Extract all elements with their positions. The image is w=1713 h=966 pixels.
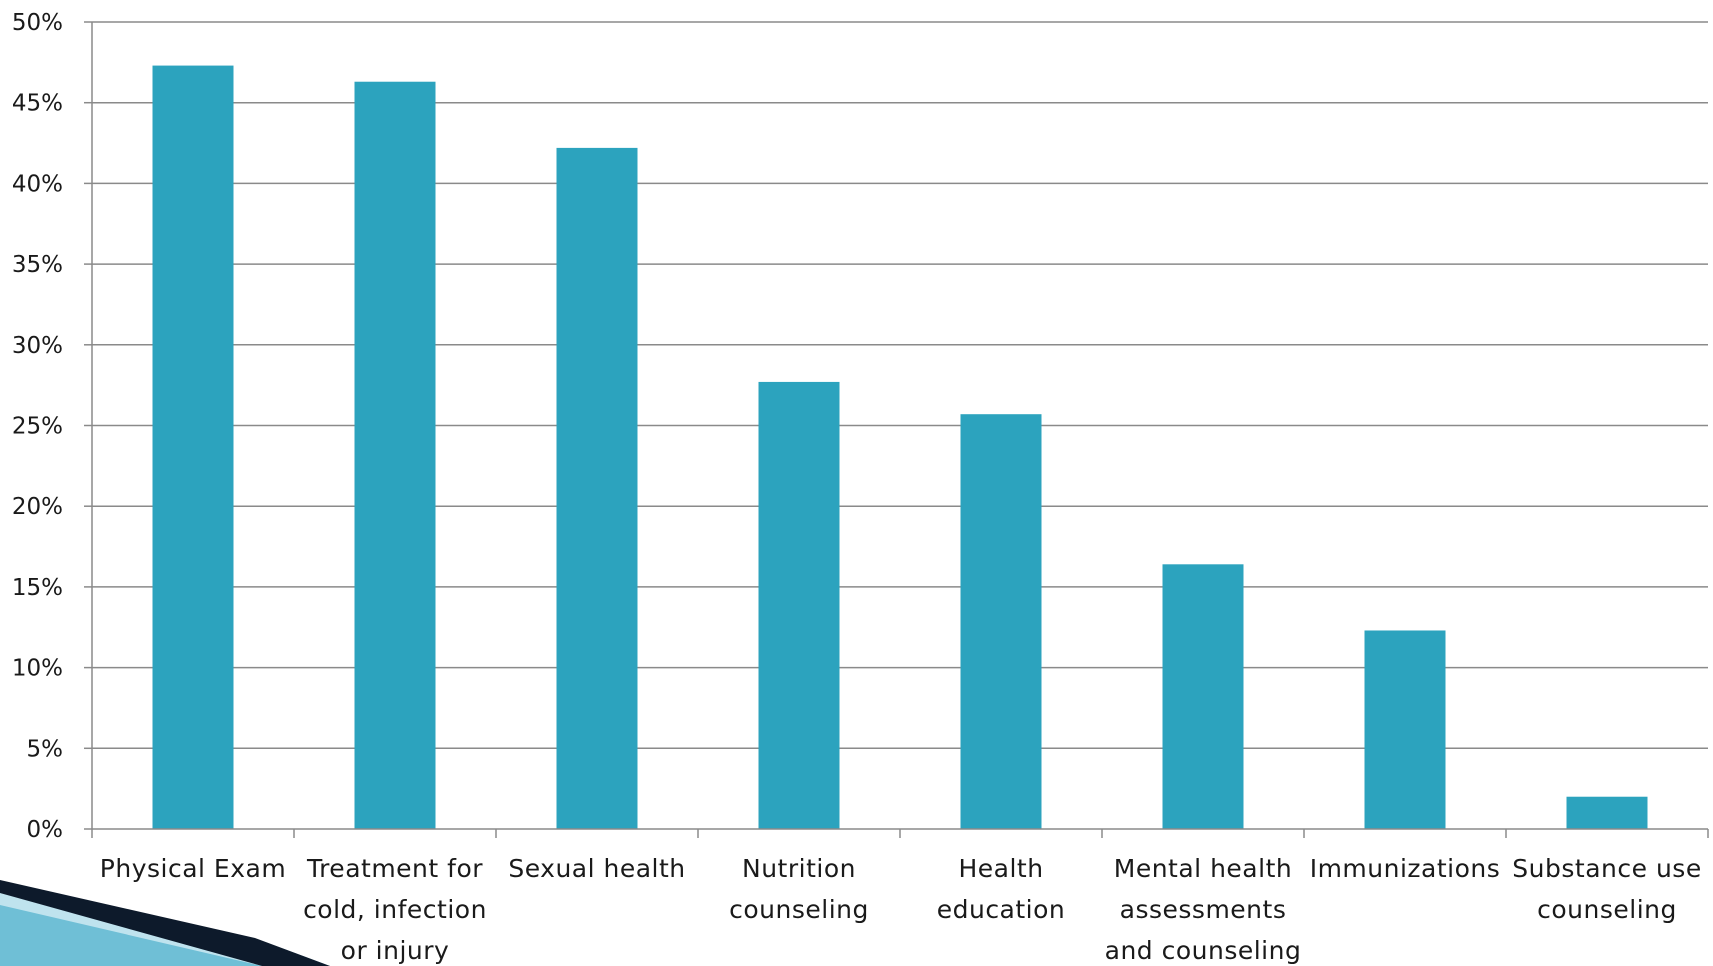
bar	[1162, 564, 1244, 829]
x-category-label: Immunizations	[1310, 854, 1501, 883]
bar	[1566, 796, 1648, 829]
y-tick-label: 0%	[27, 817, 64, 843]
x-category-label: Sexual health	[508, 854, 685, 883]
corner-dark-shape	[0, 880, 330, 966]
x-axis-labels: Physical Exam Treatment for cold, infectio…	[100, 854, 1701, 965]
x-category-label-line: Treatment for	[306, 854, 483, 883]
y-tick-label: 30%	[12, 333, 63, 359]
y-tick-label: 50%	[12, 10, 63, 36]
x-category-label-line: Physical Exam	[100, 854, 286, 883]
x-category-label-line: counseling	[1537, 895, 1677, 924]
x-category-label-line: Substance use	[1512, 854, 1701, 883]
bars	[152, 65, 1648, 830]
gridlines	[92, 21, 1708, 750]
y-tick-label: 5%	[27, 736, 64, 762]
y-tick-label: 35%	[12, 252, 63, 278]
y-axis-ticks: 0% 5% 10% 15% 20% 25% 30% 35% 40% 45% 50%	[12, 10, 92, 843]
bar	[556, 147, 638, 830]
x-category-label-line: Immunizations	[1310, 854, 1501, 883]
bar	[1364, 630, 1446, 829]
x-category-label-line: assessments	[1120, 895, 1287, 924]
x-category-label-line: and counseling	[1105, 936, 1302, 965]
x-category-label: Substance use counseling	[1512, 854, 1701, 924]
y-tick-label: 15%	[12, 575, 63, 601]
x-category-label-line: Mental health	[1114, 854, 1292, 883]
x-category-label: Physical Exam	[100, 854, 286, 883]
y-tick-label: 45%	[12, 91, 63, 117]
x-category-label: Treatment for cold, infection or injury	[303, 854, 487, 965]
y-tick-label: 10%	[12, 656, 63, 682]
x-category-label: Nutrition counseling	[729, 854, 869, 924]
bar	[960, 414, 1042, 829]
y-tick-label: 25%	[12, 414, 63, 440]
x-category-label-line: cold, infection	[303, 895, 487, 924]
y-tick-label: 40%	[12, 171, 63, 197]
x-category-label: Health education	[937, 854, 1066, 924]
x-category-label: Mental health assessments and counseling	[1105, 854, 1302, 965]
x-category-label-line: counseling	[729, 895, 869, 924]
x-axis	[91, 22, 1709, 838]
x-category-label-line: education	[937, 895, 1066, 924]
bar	[354, 81, 436, 829]
corner-decoration	[0, 880, 330, 966]
x-category-label-line: Health	[958, 854, 1043, 883]
x-category-label-line: or injury	[341, 936, 450, 965]
x-category-label-line: Sexual health	[508, 854, 685, 883]
y-tick-label: 20%	[12, 494, 63, 520]
bar	[758, 381, 840, 829]
bar	[152, 65, 234, 829]
x-category-label-line: Nutrition	[742, 854, 856, 883]
